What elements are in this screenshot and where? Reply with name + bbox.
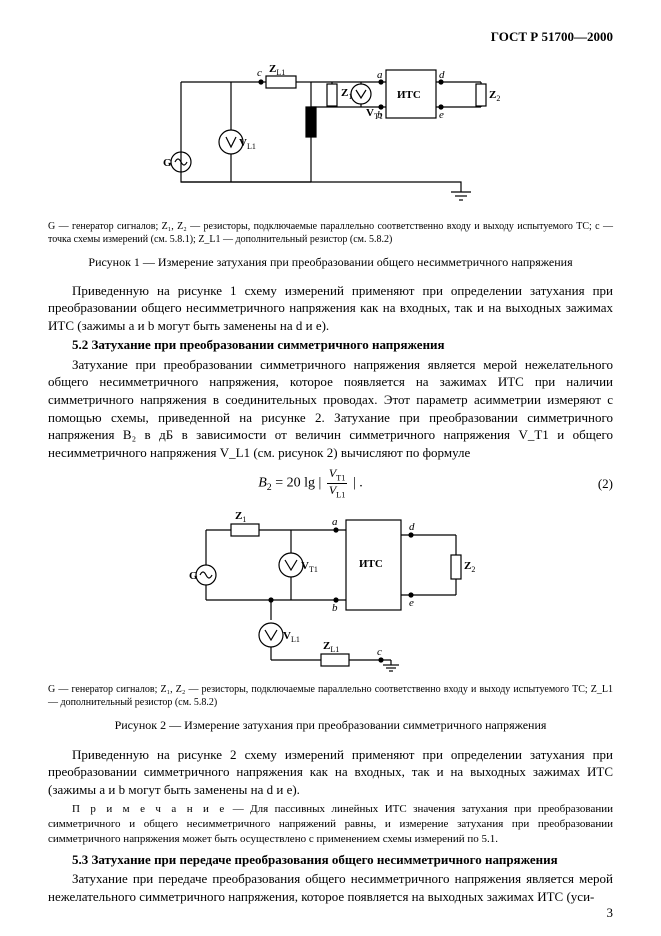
svg-text:VL1: VL1 <box>239 137 256 151</box>
paragraph-2: Приведенную на рисунке 2 схему измерений… <box>48 746 613 799</box>
formula-2-eqnum: (2) <box>573 475 613 493</box>
svg-text:Z1: Z1 <box>235 510 246 524</box>
note-1: П р и м е ч а н и е — Для пассивных лине… <box>48 802 613 847</box>
svg-text:Z2: Z2 <box>464 560 475 574</box>
svg-text:VL1: VL1 <box>283 630 300 644</box>
svg-text:ZL1: ZL1 <box>269 63 285 77</box>
paragraph-1: Приведенную на рисунке 1 схему измерений… <box>48 282 613 335</box>
svg-text:G: G <box>189 570 198 582</box>
page-number: 3 <box>607 904 614 922</box>
section-5-2-heading: 5.2 Затухание при преобразовании симметр… <box>48 336 613 354</box>
svg-text:d: d <box>439 69 445 81</box>
formula-2: B2 = 20 lg | VT1 VL1 | . (2) <box>48 467 613 499</box>
fig1-label-G: G <box>163 157 172 169</box>
standard-code: ГОСТ Р 51700—2000 <box>491 29 613 44</box>
svg-text:ИТС: ИТС <box>397 89 421 101</box>
svg-text:VT1: VT1 <box>301 560 318 574</box>
svg-text:ZL1: ZL1 <box>323 640 339 654</box>
svg-text:c: c <box>377 646 382 658</box>
svg-text:a: a <box>377 69 383 81</box>
page-header: ГОСТ Р 51700—2000 <box>48 28 613 46</box>
svg-text:a: a <box>332 516 338 528</box>
figure-2: G Z1 VT1 a b ИТС d e Z2 VL1 ZL1 c <box>48 505 613 675</box>
figure-1-svg: G VL1 ZL1 c Z1 VT1 a b ИТС d e Z2 <box>151 52 511 212</box>
svg-text:Z1: Z1 <box>341 87 352 101</box>
svg-text:e: e <box>409 597 414 609</box>
figure-1: G VL1 ZL1 c Z1 VT1 a b ИТС d e Z2 <box>48 52 613 212</box>
svg-text:ИТС: ИТС <box>359 558 383 570</box>
svg-text:Z2: Z2 <box>489 89 500 103</box>
svg-text:b: b <box>377 109 383 121</box>
section-5-3-text: Затухание при передаче преобразования об… <box>48 870 613 905</box>
figure-2-caption: Рисунок 2 — Измерение затухания при прео… <box>48 717 613 733</box>
figure-2-svg: G Z1 VT1 a b ИТС d e Z2 VL1 ZL1 c <box>171 505 491 675</box>
svg-text:e: e <box>439 109 444 121</box>
svg-text:c: c <box>257 67 262 79</box>
figure-1-legend: G — генератор сигналов; Z₁, Z₂ — резисто… <box>48 220 613 246</box>
figure-2-legend: G — генератор сигналов; Z₁, Z₂ — резисто… <box>48 683 613 709</box>
svg-text:b: b <box>332 602 338 614</box>
section-5-2-text: Затухание при преобразовании симметрично… <box>48 356 613 461</box>
section-5-3-heading: 5.3 Затухание при передаче преобразовани… <box>48 851 613 869</box>
figure-1-caption: Рисунок 1 — Измерение затухания при прео… <box>48 254 613 270</box>
svg-text:d: d <box>409 521 415 533</box>
